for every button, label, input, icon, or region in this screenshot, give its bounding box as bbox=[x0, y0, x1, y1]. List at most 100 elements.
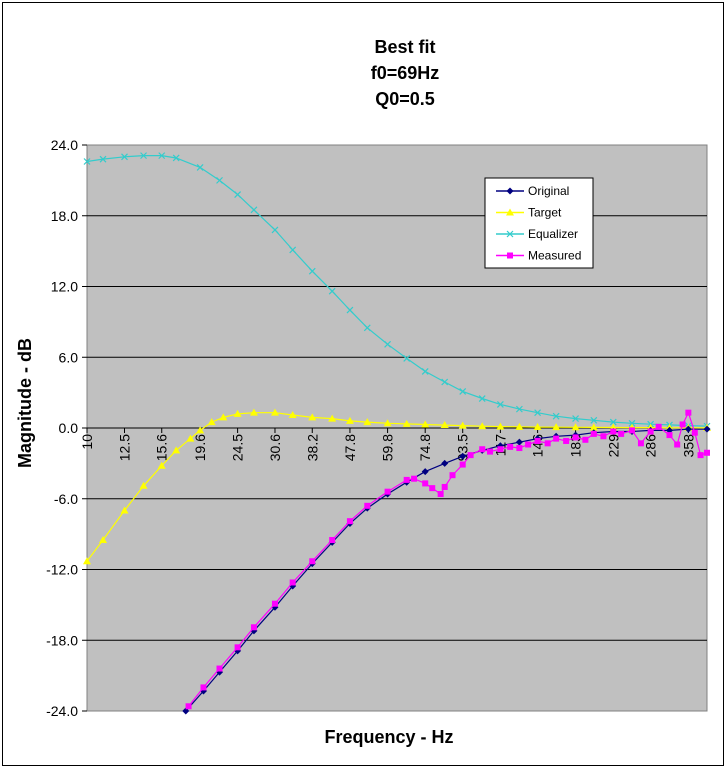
point-target bbox=[196, 426, 205, 434]
point-original bbox=[515, 438, 523, 446]
x-axis-label: Frequency - Hz bbox=[324, 727, 453, 747]
point-measured bbox=[618, 430, 625, 437]
x-tick-label: 19.6 bbox=[192, 434, 208, 461]
point-measured bbox=[467, 452, 474, 459]
point-measured bbox=[234, 644, 241, 651]
point-measured bbox=[403, 476, 410, 483]
line-chart: Best fit f0=69Hz Q0=0.5 24.0 18.0 12.0 6.0 0… bbox=[15, 37, 711, 747]
point-measured bbox=[544, 440, 551, 447]
point-measured bbox=[674, 441, 681, 448]
x-tick-label: 229 bbox=[605, 434, 621, 458]
x-tick-label: 358 bbox=[680, 434, 696, 458]
point-equalizer bbox=[250, 206, 258, 214]
point-target bbox=[383, 419, 392, 427]
point-measured bbox=[590, 430, 597, 437]
point-measured bbox=[329, 537, 336, 544]
point-equalizer bbox=[346, 306, 354, 314]
point-original bbox=[441, 459, 449, 467]
x-tick-label: 12.5 bbox=[117, 434, 133, 461]
point-equalizer bbox=[140, 152, 147, 160]
point-target bbox=[99, 536, 108, 544]
point-target bbox=[589, 423, 598, 431]
point-target bbox=[552, 423, 561, 431]
point-measured bbox=[250, 624, 257, 631]
legend-marker-target bbox=[506, 208, 514, 216]
point-target bbox=[571, 423, 580, 431]
legend-label-target: Target bbox=[528, 206, 562, 220]
point-target bbox=[440, 421, 449, 429]
point-measured bbox=[429, 485, 436, 492]
point-target bbox=[207, 418, 216, 426]
point-target bbox=[233, 409, 242, 417]
point-measured bbox=[534, 437, 541, 444]
x-tick-label: 183 bbox=[568, 434, 584, 458]
legend-box bbox=[484, 177, 594, 269]
point-equalizer bbox=[403, 355, 411, 362]
chart-title-line-1: Best fit bbox=[374, 37, 435, 57]
point-measured bbox=[309, 558, 316, 565]
point-equalizer bbox=[271, 226, 279, 234]
point-target bbox=[458, 421, 467, 429]
x-tick-label: 10 bbox=[79, 434, 95, 450]
point-equalizer bbox=[515, 405, 523, 413]
y-tick-label: -24.0 bbox=[46, 703, 78, 719]
point-measured bbox=[449, 472, 456, 479]
x-axis-ticks: 10 12.5 15.6 19.6 24.5 30.6 38.2 47.8 59.8 74.8 93… bbox=[79, 428, 696, 461]
point-target bbox=[345, 416, 354, 424]
point-target bbox=[288, 411, 297, 419]
point-measured bbox=[422, 480, 429, 487]
point-target bbox=[139, 481, 148, 489]
series-equalizer bbox=[83, 152, 711, 430]
point-measured bbox=[384, 488, 391, 495]
point-equalizer bbox=[172, 154, 180, 162]
point-equalizer bbox=[459, 388, 467, 395]
point-equalizer bbox=[158, 152, 166, 160]
point-equalizer bbox=[99, 155, 107, 163]
point-measured bbox=[628, 427, 635, 434]
point-equalizer bbox=[363, 324, 371, 332]
point-measured bbox=[637, 440, 644, 447]
point-equalizer bbox=[289, 246, 297, 254]
point-measured bbox=[185, 703, 192, 710]
point-target bbox=[478, 422, 487, 430]
point-equalizer bbox=[421, 367, 429, 375]
point-measured bbox=[459, 461, 466, 468]
point-measured bbox=[346, 518, 353, 525]
x-tick-label: 30.6 bbox=[267, 434, 283, 461]
point-measured bbox=[441, 483, 448, 490]
x-tick-label: 59.8 bbox=[380, 434, 396, 461]
legend: Original Target Equalizer Measured bbox=[484, 177, 594, 269]
point-measured bbox=[572, 434, 579, 441]
point-target bbox=[83, 557, 91, 565]
y-tick-label: -12.0 bbox=[46, 562, 78, 578]
point-equalizer bbox=[234, 191, 242, 198]
chart-title-line-2: f0=69Hz bbox=[371, 63, 440, 83]
chart-title-line-3: Q0=0.5 bbox=[375, 89, 435, 109]
point-original bbox=[703, 425, 711, 433]
point-equalizer bbox=[216, 176, 223, 184]
point-target bbox=[157, 461, 166, 469]
point-original bbox=[684, 425, 692, 433]
point-equalizer bbox=[496, 400, 504, 408]
legend-marker-measured bbox=[507, 252, 513, 259]
point-measured bbox=[289, 579, 296, 586]
x-tick-label: 74.8 bbox=[417, 434, 433, 461]
legend-label-equalizer: Equalizer bbox=[528, 227, 578, 241]
point-measured bbox=[516, 445, 523, 452]
point-target bbox=[328, 414, 337, 422]
point-target bbox=[186, 434, 195, 442]
legend-label-measured: Measured bbox=[528, 249, 581, 263]
point-equalizer bbox=[83, 158, 91, 165]
y-tick-label: 6.0 bbox=[59, 349, 79, 365]
point-equalizer bbox=[196, 163, 204, 171]
point-target bbox=[270, 408, 279, 416]
point-measured bbox=[679, 421, 686, 428]
x-tick-label: 286 bbox=[643, 434, 659, 458]
point-equalizer bbox=[552, 412, 560, 420]
point-measured bbox=[216, 665, 223, 672]
legend-marker-original bbox=[506, 187, 514, 195]
legend-label-original: Original bbox=[528, 184, 569, 198]
point-measured bbox=[553, 435, 560, 442]
point-target bbox=[496, 422, 505, 430]
point-measured bbox=[411, 475, 418, 482]
